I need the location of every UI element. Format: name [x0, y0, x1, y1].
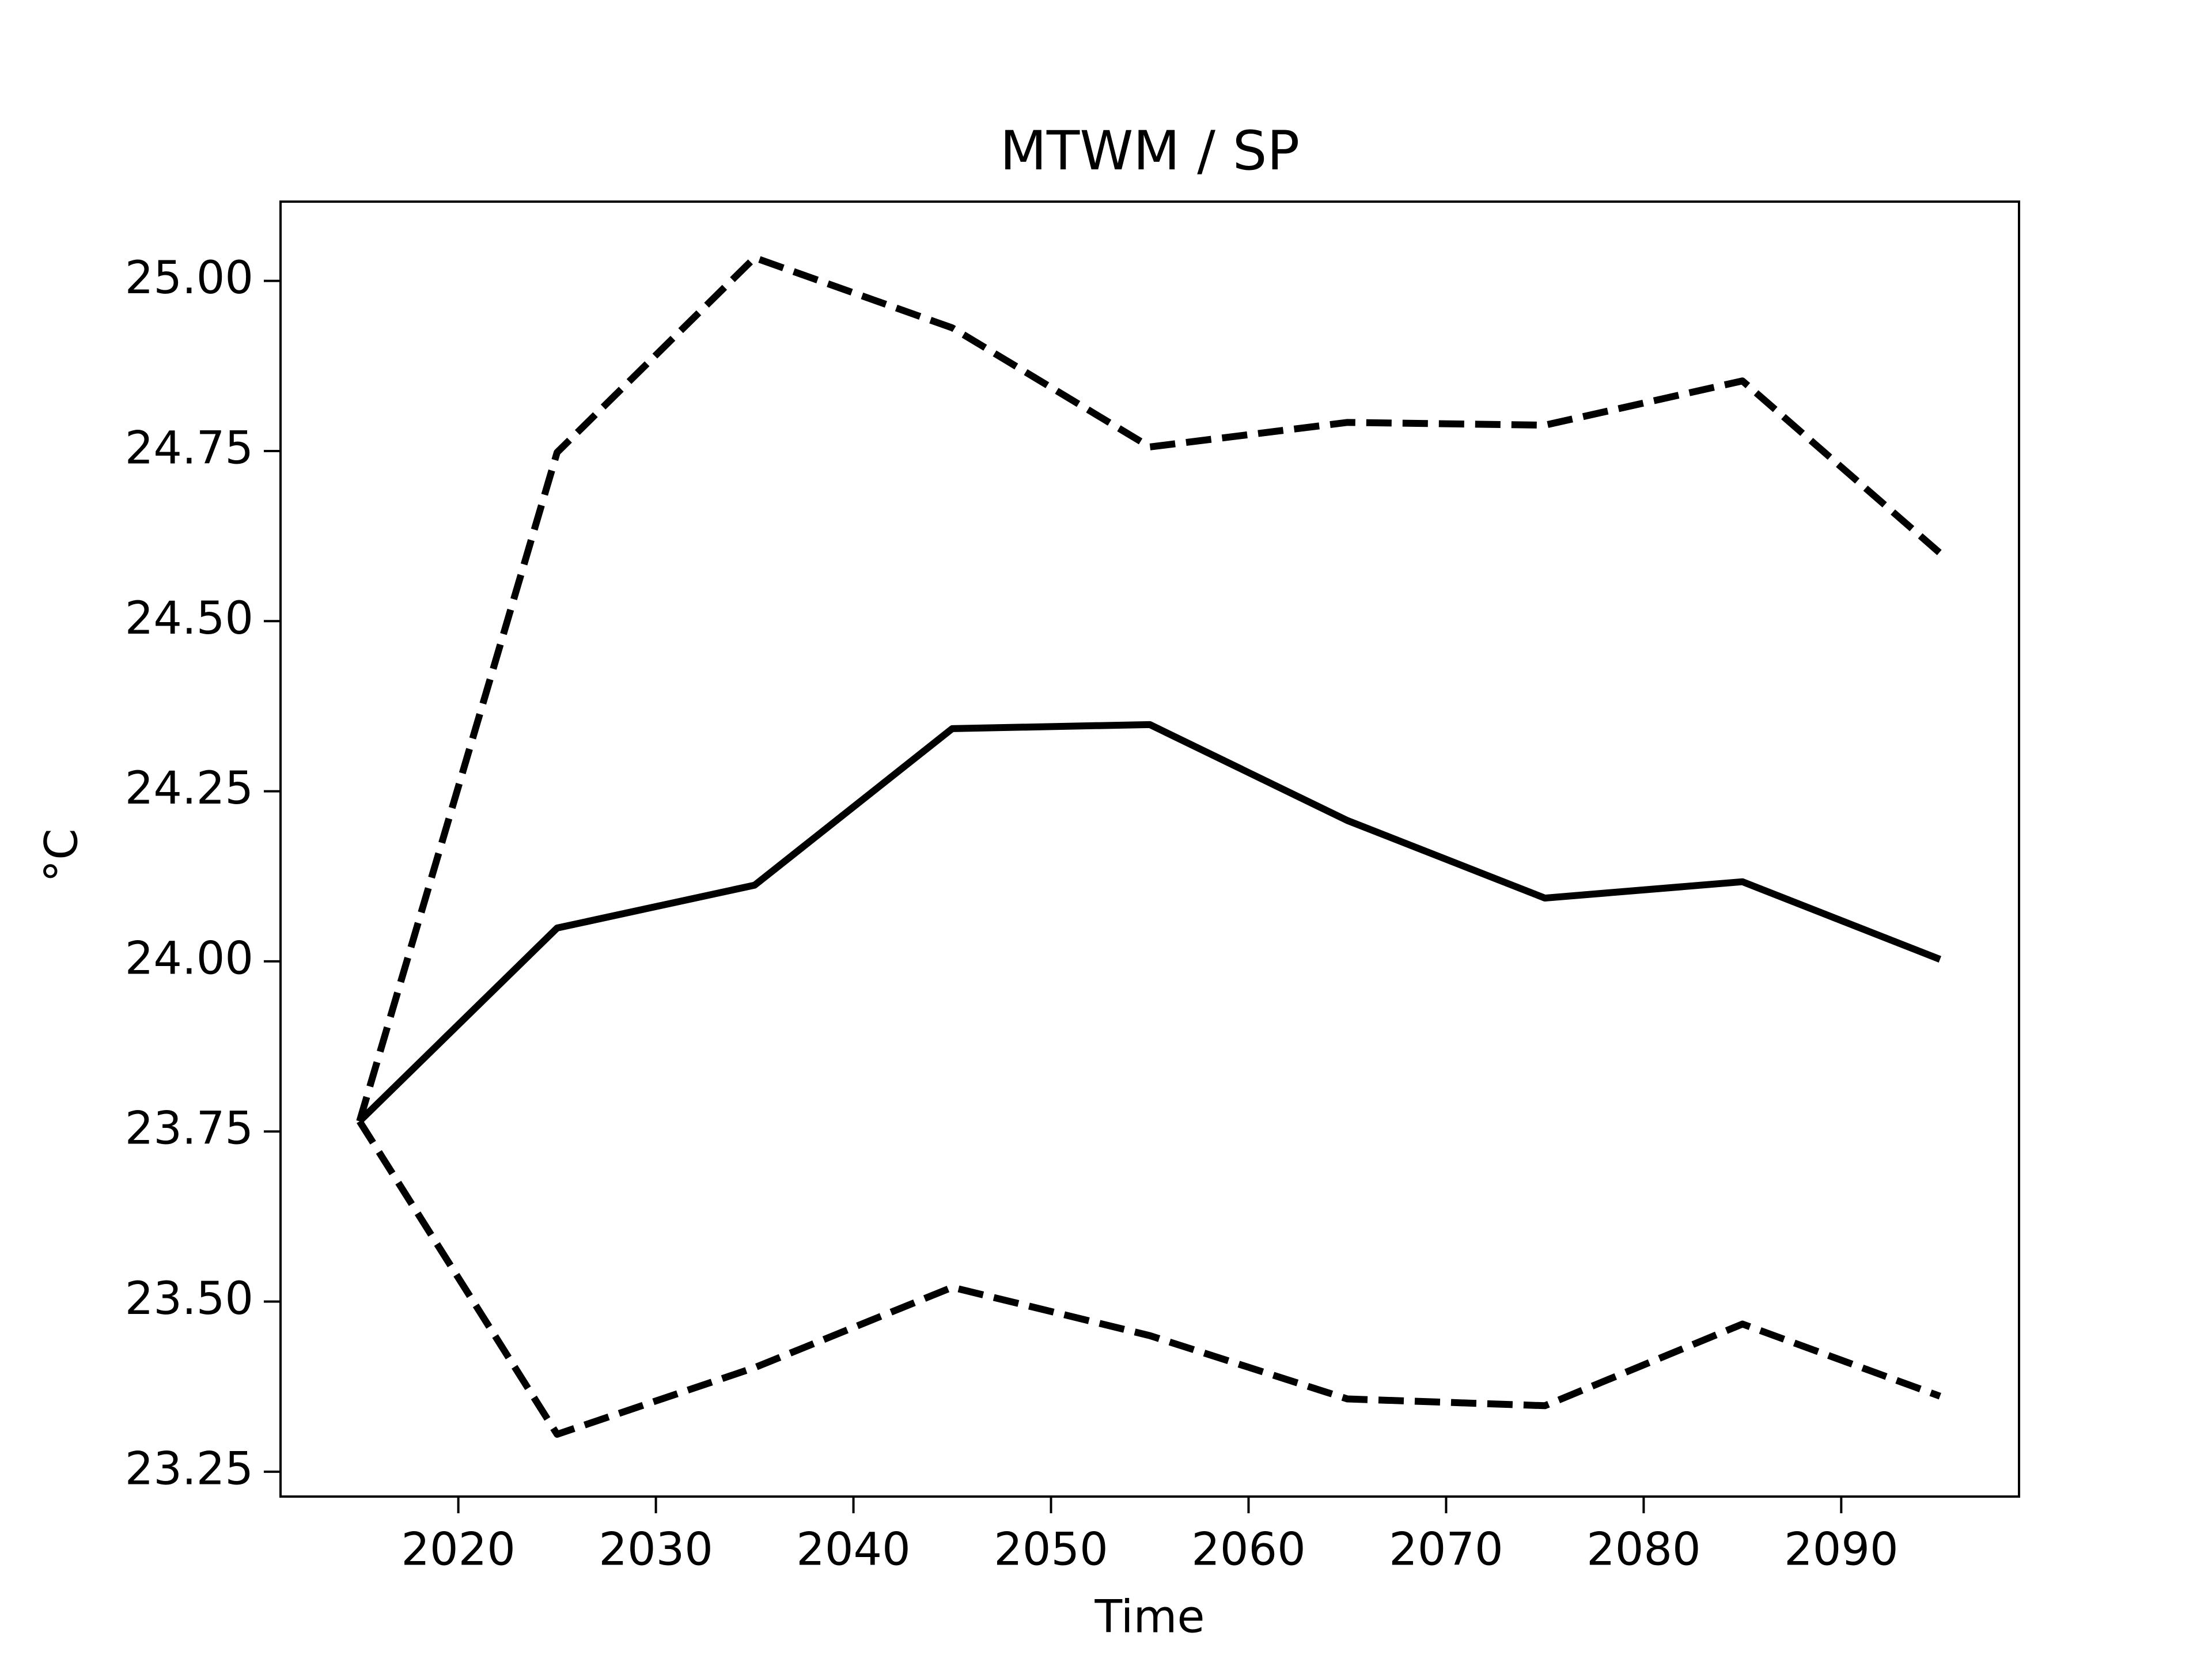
y-tick-label: 24.50 — [125, 593, 253, 645]
x-tick-label: 2070 — [1389, 1524, 1503, 1575]
axes-frame — [279, 200, 2020, 1498]
series-line — [357, 1119, 1941, 1438]
y-tick-label: 23.50 — [125, 1273, 253, 1325]
y-tick-label: 24.75 — [125, 422, 253, 474]
x-tick-label: 2090 — [1784, 1524, 1899, 1575]
y-tick-label: 24.00 — [125, 933, 253, 984]
x-tick-label: 2020 — [401, 1524, 516, 1575]
x-tick-label: 2080 — [1586, 1524, 1701, 1575]
series-line — [357, 721, 1942, 1124]
y-tick-label: 24.25 — [125, 763, 253, 815]
x-axis-label: Time — [1094, 1591, 1205, 1643]
x-tick-label: 2060 — [1191, 1524, 1306, 1575]
x-tick-label: 2040 — [796, 1524, 911, 1575]
x-tick-label: 2030 — [599, 1524, 713, 1575]
y-tick-label: 23.75 — [125, 1103, 253, 1155]
x-tick-label: 2050 — [994, 1524, 1108, 1575]
chart-title: MTWM / SP — [1000, 120, 1300, 183]
y-tick-label: 23.25 — [125, 1443, 253, 1495]
y-tick-label: 25.00 — [125, 252, 253, 304]
y-axis-label: °C — [36, 828, 88, 882]
series-line — [356, 254, 1942, 1123]
